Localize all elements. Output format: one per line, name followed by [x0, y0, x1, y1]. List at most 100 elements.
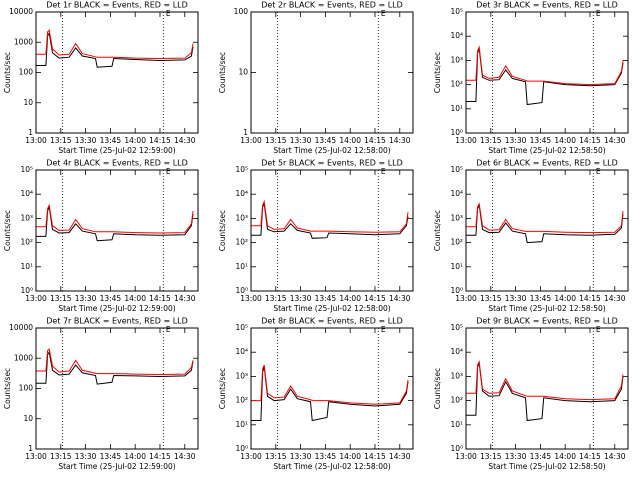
x-tick-label: 13:15	[50, 452, 72, 461]
plot-frame	[250, 327, 414, 450]
marker-label: E	[166, 167, 171, 176]
plot-frame	[250, 169, 414, 292]
y-tick-label: 10³	[450, 213, 463, 222]
x-tick-label: 13:00	[455, 294, 477, 303]
y-tick-label: 10³	[450, 371, 463, 380]
x-tick-label: 14:00	[124, 452, 146, 461]
x-tick-label: 14:00	[124, 136, 146, 145]
y-axis-label: Counts/sec	[218, 52, 227, 93]
x-tick-label: 14:15	[149, 294, 171, 303]
x-axis-label: Start Time (25-Jul-02 12:58:00)	[273, 462, 390, 471]
y-tick-label: 10¹	[20, 262, 33, 271]
series-line	[466, 48, 624, 106]
x-tick-label: 13:15	[480, 294, 502, 303]
panel-title: Det 7r BLACK = Events, RED = LLD	[46, 317, 188, 326]
y-tick-label: 10⁴	[450, 347, 463, 356]
y-tick-label: 1	[28, 128, 33, 137]
panel-title: Det 5r BLACK = Events, RED = LLD	[261, 159, 403, 168]
plot-frame	[35, 11, 199, 134]
marker-label: E	[596, 9, 601, 18]
x-tick-label: 13:15	[50, 294, 72, 303]
y-tick-label: 10⁰	[450, 128, 463, 137]
series-line	[36, 204, 194, 242]
x-tick-label: 13:45	[530, 452, 552, 461]
y-tick-label: 10¹	[235, 262, 248, 271]
x-tick-label: 14:00	[554, 294, 576, 303]
y-axis-label: Counts/sec	[218, 210, 227, 251]
x-axis-label: Start Time (25-Jul-02 12:59:00)	[58, 304, 175, 313]
y-tick-label: 100	[19, 384, 34, 393]
y-axis-label: Counts/sec	[433, 52, 442, 93]
y-tick-label: 1000	[14, 37, 33, 46]
x-tick-label: 13:45	[530, 136, 552, 145]
x-tick-label: 13:00	[455, 136, 477, 145]
y-tick-label: 10¹	[450, 262, 463, 271]
y-tick-label: 100	[234, 7, 249, 16]
panel-title: Det 8r BLACK = Events, RED = LLD	[261, 317, 403, 326]
y-tick-label: 10000	[9, 323, 33, 332]
x-tick-label: 14:15	[364, 452, 386, 461]
plot-frame	[35, 327, 199, 450]
x-tick-label: 14:30	[389, 136, 411, 145]
series-line	[466, 361, 624, 422]
y-tick-label: 10²	[450, 80, 463, 89]
plot-frame	[35, 169, 199, 292]
x-tick-label: 13:00	[240, 452, 262, 461]
plot-frame	[465, 327, 629, 450]
x-axis-label: Start Time (25-Jul-02 12:59:00)	[58, 146, 175, 155]
series-line	[36, 348, 194, 376]
y-tick-label: 10⁴	[20, 189, 33, 198]
series-line	[466, 202, 624, 234]
x-tick-label: 14:00	[339, 294, 361, 303]
panel-title: Det 4r BLACK = Events, RED = LLD	[46, 159, 188, 168]
y-tick-label: 10⁵	[20, 165, 33, 174]
x-tick-label: 14:15	[364, 136, 386, 145]
x-axis-label: Start Time (25-Jul-02 12:58:50)	[488, 146, 605, 155]
y-tick-label: 1	[243, 128, 248, 137]
panel-title: Det 2r BLACK = Events, RED = LLD	[261, 1, 403, 10]
x-tick-label: 13:00	[455, 452, 477, 461]
series-line	[466, 45, 624, 86]
x-tick-label: 14:30	[604, 136, 626, 145]
y-tick-label: 10	[238, 68, 248, 77]
x-tick-label: 14:30	[604, 452, 626, 461]
plot-frame	[465, 169, 629, 292]
y-tick-label: 10³	[235, 371, 248, 380]
panel-title: Det 6r BLACK = Events, RED = LLD	[476, 159, 618, 168]
x-tick-label: 13:00	[25, 294, 47, 303]
x-tick-label: 13:30	[75, 136, 97, 145]
y-axis-label: Counts/sec	[218, 368, 227, 409]
y-axis-label: Counts/sec	[3, 368, 12, 409]
y-tick-label: 10⁴	[235, 189, 248, 198]
x-tick-label: 13:30	[75, 452, 97, 461]
y-tick-label: 10¹	[235, 420, 248, 429]
x-tick-label: 14:30	[604, 294, 626, 303]
x-tick-label: 14:15	[579, 294, 601, 303]
y-tick-label: 10²	[235, 238, 248, 247]
marker-label: E	[381, 9, 386, 18]
y-tick-label: 10³	[235, 213, 248, 222]
x-tick-label: 14:15	[364, 294, 386, 303]
panel-title: Det 9r BLACK = Events, RED = LLD	[476, 317, 618, 326]
x-tick-label: 13:15	[480, 136, 502, 145]
y-tick-label: 10²	[450, 238, 463, 247]
x-tick-label: 13:45	[315, 136, 337, 145]
y-tick-label: 10⁵	[450, 165, 463, 174]
series-line	[466, 360, 624, 401]
y-tick-label: 10⁴	[235, 347, 248, 356]
x-tick-label: 13:45	[315, 452, 337, 461]
x-tick-label: 13:15	[480, 452, 502, 461]
marker-label: E	[166, 325, 171, 334]
x-tick-label: 14:00	[124, 294, 146, 303]
y-tick-label: 10⁵	[450, 323, 463, 332]
marker-label: E	[381, 167, 386, 176]
y-tick-label: 10⁰	[235, 286, 248, 295]
x-tick-label: 13:15	[50, 136, 72, 145]
plot-frame	[250, 11, 414, 134]
x-tick-label: 14:30	[389, 294, 411, 303]
series-line	[251, 366, 409, 422]
y-axis-label: Counts/sec	[433, 210, 442, 251]
x-tick-label: 14:30	[174, 136, 196, 145]
panel-title: Det 3r BLACK = Events, RED = LLD	[476, 1, 618, 10]
y-axis-label: Counts/sec	[3, 52, 12, 93]
